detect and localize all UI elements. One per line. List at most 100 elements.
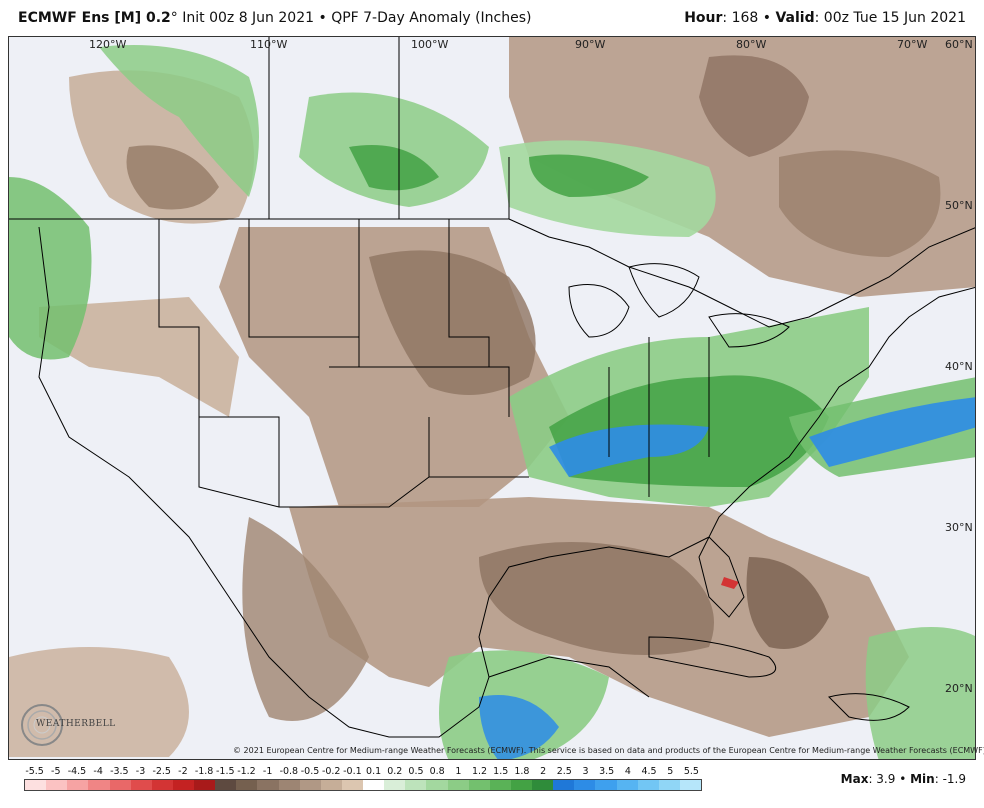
min-label: Min [910, 772, 935, 786]
legend-tick-label: -1.5 [216, 766, 235, 777]
lat-label-30n: 30°N [945, 521, 973, 534]
legend-tick-label: 5.5 [683, 766, 699, 777]
legend-swatch [384, 780, 406, 790]
valid-value: : 00z Tue 15 Jun 2021 [814, 10, 966, 26]
legend-swatch [67, 780, 89, 790]
anomaly-map [9, 37, 975, 759]
lon-label-90w: 90°W [575, 38, 606, 51]
legend-tick-label: 1.8 [514, 766, 530, 777]
lon-label-80w: 80°W [736, 38, 767, 51]
legend-swatch [489, 780, 511, 790]
legend-swatch [151, 780, 173, 790]
legend-tick-label: -3 [135, 766, 146, 777]
legend-swatch [130, 780, 152, 790]
legend-swatch [278, 780, 300, 790]
lat-label-50n: 50°N [945, 199, 973, 212]
legend-swatch [109, 780, 131, 790]
legend-tick-label: -0.2 [321, 766, 341, 777]
legend-swatch [574, 780, 596, 790]
weatherbell-logo [21, 704, 63, 746]
legend-tick-label: 0.1 [366, 766, 382, 777]
legend-swatch [215, 780, 237, 790]
legend-swatch [637, 780, 659, 790]
legend-tick-label: -4 [93, 766, 103, 777]
title: ECMWF Ens [M] 0.2° Init 00z 8 Jun 2021 •… [18, 10, 531, 26]
model-name: ECMWF Ens [M] 0.2 [18, 10, 171, 26]
max-label: Max [840, 772, 869, 786]
hour-label: Hour [684, 10, 723, 26]
lat-label-20n: 20°N [945, 682, 973, 695]
header: ECMWF Ens [M] 0.2° Init 00z 8 Jun 2021 •… [0, 0, 984, 36]
legend-tick-label: 2.5 [556, 766, 572, 777]
legend-swatch [679, 780, 701, 790]
legend-tick-label: -0.8 [279, 766, 299, 777]
legend-labels: -5.5 -5 -4.5 -4 -3.5 -3 -2.5 -2 -1.8 -1.5 -1.2 -1 -0… [24, 766, 702, 778]
valid-label: Valid [775, 10, 815, 26]
legend-tick-label: -0.1 [343, 766, 362, 777]
lon-label-100w: 100°W [411, 38, 449, 51]
legend-swatch [426, 780, 448, 790]
legend-tick-label: -1.2 [237, 766, 256, 777]
map-panel: 120°W 110°W 100°W 90°W 80°W 70°W 60°N 50… [8, 36, 976, 760]
stats-separator: • [895, 772, 911, 786]
color-legend: -5.5 -5 -4.5 -4 -3.5 -3 -2.5 -2 -1.8 -1.5 -1.2 -1 -0… [24, 766, 702, 796]
degree-symbol: ° [170, 10, 178, 26]
legend-swatch [46, 780, 68, 790]
legend-swatch [194, 780, 216, 790]
legend-swatch [299, 780, 321, 790]
valid-separator: • [758, 10, 776, 26]
lat-label-40n: 40°N [945, 360, 973, 373]
max-min-stats: Max: 3.9 • Min: -1.9 [841, 772, 966, 786]
legend-tick-label: -5 [51, 766, 61, 777]
legend-tick-label: -5.5 [25, 766, 44, 777]
legend-tick-label: -1.8 [194, 766, 214, 777]
legend-tick-label: -2.5 [152, 766, 171, 777]
legend-tick-label: 2 [540, 766, 547, 777]
legend-swatch [468, 780, 490, 790]
legend-tick-label: 3 [582, 766, 589, 777]
legend-swatch [363, 780, 385, 790]
legend-tick-label: 3.5 [599, 766, 615, 777]
legend-tick-label: 1 [455, 766, 462, 777]
product-name: QPF 7-Day Anomaly (Inches) [331, 10, 532, 26]
legend-tick-label: 0.5 [408, 766, 424, 777]
legend-tick-label: 4.5 [641, 766, 657, 777]
legend-swatch [236, 780, 258, 790]
lat-label-60n: 60°N [945, 38, 973, 51]
title-separator: • [314, 10, 332, 26]
legend-tick-label: 0.2 [387, 766, 403, 777]
legend-swatch [658, 780, 680, 790]
legend-tick-label: 5 [667, 766, 674, 777]
legend-swatch [172, 780, 194, 790]
legend-swatch [532, 780, 554, 790]
legend-tick-label: -2 [178, 766, 188, 777]
legend-swatch [320, 780, 342, 790]
legend-tick-label: 1.2 [471, 766, 488, 777]
legend-tick-label: -3.5 [110, 766, 129, 777]
legend-swatch [257, 780, 279, 790]
legend-tick-label: -0.5 [300, 766, 320, 777]
legend-color-bar [24, 779, 702, 791]
lon-label-110w: 110°W [250, 38, 288, 51]
lon-label-70w: 70°W [897, 38, 928, 51]
legend-swatch [341, 780, 363, 790]
logo-wordmark: WEATHERBELL [36, 719, 116, 729]
legend-swatch [405, 780, 427, 790]
init-time: Init 00z 8 Jun 2021 [177, 10, 315, 26]
legend-swatch [25, 780, 47, 790]
legend-swatch [88, 780, 110, 790]
legend-swatch [447, 780, 469, 790]
legend-swatch [510, 780, 532, 790]
legend-tick-label: -1 [262, 766, 273, 777]
hour-value: : 168 [722, 10, 759, 26]
legend-tick-label: 4 [624, 766, 631, 777]
legend-tick-label: 0.8 [429, 766, 445, 777]
legend-swatch [595, 780, 617, 790]
copyright-notice: © 2021 European Centre for Medium-range … [233, 746, 984, 755]
lon-label-120w: 120°W [89, 38, 127, 51]
valid-info: Hour: 168 • Valid: 00z Tue 15 Jun 2021 [684, 10, 966, 26]
max-value: : 3.9 [868, 772, 896, 786]
legend-swatch [553, 780, 575, 790]
legend-tick-label: -4.5 [67, 766, 87, 777]
legend-swatch [616, 780, 638, 790]
